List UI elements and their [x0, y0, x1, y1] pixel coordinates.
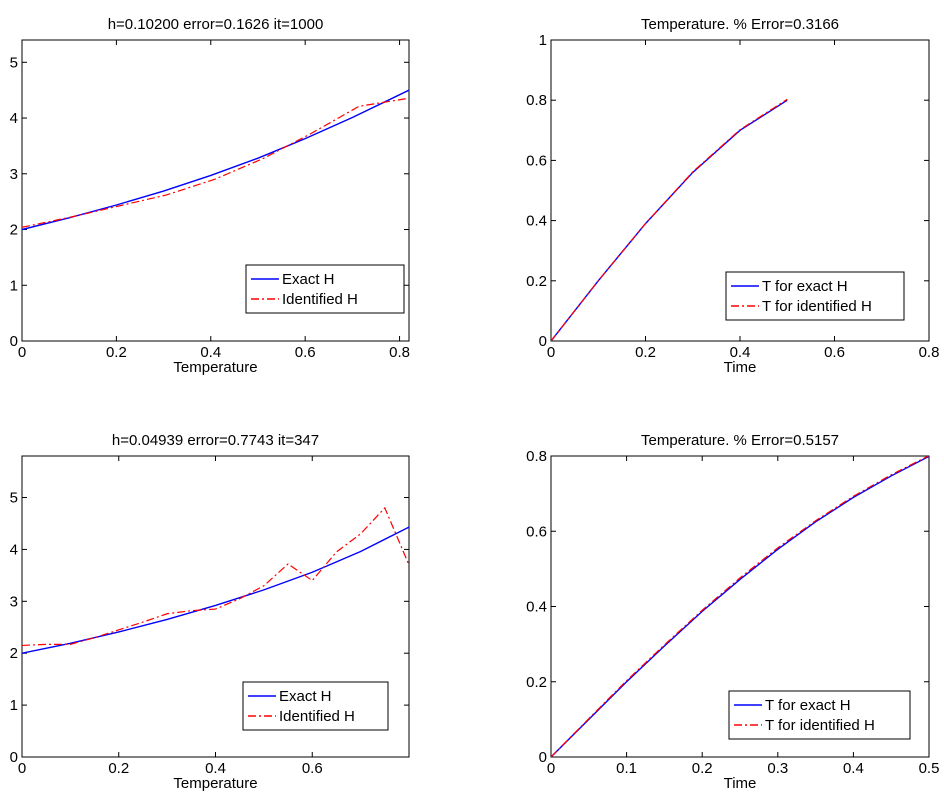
x-tick-label: 0.2 — [692, 760, 713, 777]
y-tick-label: 2 — [10, 645, 18, 662]
chart-title: h=0.10200 error=0.1626 it=1000 — [108, 16, 324, 33]
plot-frame — [21, 39, 410, 342]
x-tick-label: 0.3 — [767, 760, 788, 777]
x-tick-label: 0.6 — [824, 344, 845, 361]
y-tick-label: 0 — [539, 749, 547, 766]
y-tick-label: 3 — [10, 166, 18, 183]
x-tick-label: 0.6 — [295, 344, 316, 361]
x-axis-label: Time — [724, 359, 757, 376]
chart-title: h=0.04939 error=0.7743 it=347 — [112, 432, 319, 449]
y-tick-label: 0.8 — [526, 92, 547, 109]
legend: T for exact H T for identified H — [728, 690, 911, 740]
legend-label: Exact H — [282, 271, 335, 288]
legend-label: Identified H — [282, 291, 358, 308]
series-line-identified — [551, 456, 929, 757]
series-line-identified — [22, 97, 408, 228]
x-tick-label: 0.5 — [919, 760, 940, 777]
x-tick-label: 0.8 — [919, 344, 940, 361]
legend-box — [725, 271, 905, 321]
x-axis-label: Time — [724, 775, 757, 792]
legend-label: T for identified H — [762, 298, 872, 315]
y-tick-label: 0.6 — [526, 523, 547, 540]
y-tick-label: 2 — [10, 222, 18, 239]
legend-label: T for exact H — [765, 697, 851, 714]
x-tick-label: 0 — [547, 760, 555, 777]
legend-label: Identified H — [279, 708, 355, 725]
legend: T for exact H T for identified H — [725, 271, 905, 321]
chart-3: 0 0.2 0.4 0.6 0 1 2 3 4 5 h=0.04939 error=0.7743 i… — [10, 432, 410, 792]
y-tick-label: 0 — [10, 333, 18, 350]
y-tick-label: 0.6 — [526, 152, 547, 169]
y-tick-label: 0.4 — [526, 599, 547, 616]
chart-title: Temperature. % Error=0.3166 — [641, 16, 839, 33]
y-tick-label: 4 — [10, 541, 18, 558]
legend-label: T for identified H — [765, 717, 875, 734]
x-tick-label: 0.2 — [108, 760, 129, 777]
legend-label: Exact H — [279, 688, 332, 705]
chart-4: 0 0.1 0.2 0.3 0.4 0.5 0 0.2 0.4 0.6 0.8 Temperature… — [526, 432, 939, 792]
y-tick-label: 4 — [10, 110, 18, 127]
series-line-exact — [22, 526, 409, 654]
x-tick-label: 0.4 — [205, 760, 226, 777]
x-tick-label: 0.2 — [635, 344, 656, 361]
x-tick-label: 0.2 — [106, 344, 127, 361]
legend: Exact H Identified H — [242, 681, 389, 731]
series-line-exact — [551, 456, 929, 757]
legend-box — [245, 264, 405, 314]
x-tick-label: 0 — [18, 344, 26, 361]
y-tick-label: 1 — [10, 277, 18, 294]
x-tick-label: 0.4 — [200, 344, 221, 361]
series-line-exact — [22, 89, 409, 231]
x-axis-label: Temperature — [173, 359, 257, 376]
x-axis-label: Temperature — [173, 775, 257, 792]
x-tick-label: 0 — [18, 760, 26, 777]
y-tick-label: 0.4 — [526, 213, 547, 230]
x-tick-label: 0.4 — [843, 760, 864, 777]
y-tick-label: 1 — [539, 32, 547, 49]
y-tick-label: 5 — [10, 490, 18, 507]
x-tick-label: 0 — [547, 344, 555, 361]
legend-box — [242, 681, 389, 731]
y-tick-label: 5 — [10, 54, 18, 71]
x-tick-label: 0.6 — [302, 760, 323, 777]
series-line-identified — [22, 506, 409, 647]
chart-2: 0 0.2 0.4 0.6 0.8 0 0.2 0.4 0.6 0.8 1 Temperature. … — [526, 16, 939, 376]
y-tick-label: 1 — [10, 697, 18, 714]
legend-box — [728, 690, 911, 740]
y-tick-label: 0.2 — [526, 674, 547, 691]
y-tick-label: 0.8 — [526, 448, 547, 465]
x-tick-label: 0.1 — [616, 760, 637, 777]
chart-title: Temperature. % Error=0.5157 — [641, 432, 839, 449]
series-line-identified — [551, 98, 788, 341]
y-tick-label: 0.2 — [526, 273, 547, 290]
y-tick-label: 0 — [10, 749, 18, 766]
x-tick-label: 0.8 — [389, 344, 410, 361]
legend: Exact H Identified H — [245, 264, 405, 314]
chart-1: 0 0.2 0.4 0.6 0.8 0 1 2 3 4 5 h=0.10200 error=0.162… — [10, 16, 410, 376]
x-tick-label: 0.4 — [730, 344, 751, 361]
legend-label: T for exact H — [762, 278, 848, 295]
y-tick-label: 3 — [10, 593, 18, 610]
y-tick-label: 0 — [539, 333, 547, 350]
